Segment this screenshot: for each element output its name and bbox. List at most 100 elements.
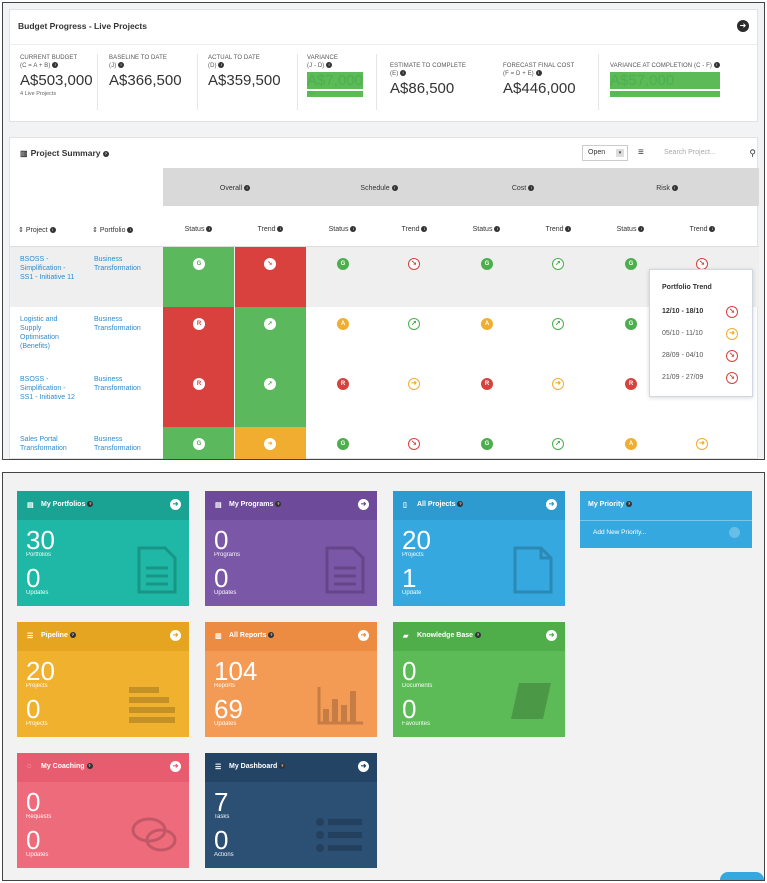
arrow-right-icon[interactable]: ➜: [546, 630, 557, 641]
column-header-portfolio[interactable]: ⇕ Portfolio i: [92, 226, 134, 234]
info-icon[interactable]: i: [118, 62, 125, 69]
info-icon[interactable]: i: [350, 226, 357, 233]
arrow-right-icon[interactable]: ➜: [546, 499, 557, 510]
trend-down-icon[interactable]: ➘: [264, 258, 276, 270]
trend-right-icon[interactable]: ➜: [696, 438, 708, 450]
status-r-icon[interactable]: R: [193, 318, 205, 330]
tile-my-programs[interactable]: ▤ My Programs ? ➜ 0 Programs 0 Updates: [205, 491, 377, 606]
status-r-icon[interactable]: R: [625, 378, 637, 390]
column-header-status: Status i: [163, 226, 234, 233]
arrow-right-icon[interactable]: ➜: [358, 630, 369, 641]
tile-all-reports[interactable]: ▥ All Reports ? ➜ 104 Reports 69 Updates: [205, 622, 377, 737]
tile-header: ▯ All Projects ? ➜: [393, 491, 565, 520]
add-icon[interactable]: [729, 527, 740, 538]
status-g-icon[interactable]: G: [193, 258, 205, 270]
help-icon[interactable]: ?: [275, 501, 282, 508]
tile-pipeline[interactable]: ☰ Pipeline ? ➜ 20 Projects 0 Projects: [17, 622, 189, 737]
trend-up-icon[interactable]: ➚: [264, 378, 276, 390]
info-icon[interactable]: i: [494, 226, 501, 233]
arrow-right-icon[interactable]: ➜: [170, 630, 181, 641]
status-g-icon[interactable]: G: [625, 318, 637, 330]
trend-right-icon[interactable]: ➜: [552, 378, 564, 390]
status-g-icon[interactable]: G: [481, 438, 493, 450]
trend-up-icon[interactable]: ➚: [552, 258, 564, 270]
add-new-priority-link[interactable]: Add New Priority...: [593, 529, 647, 536]
info-icon[interactable]: i: [671, 185, 678, 192]
info-icon[interactable]: i: [391, 185, 398, 192]
info-icon[interactable]: i: [127, 227, 134, 234]
info-icon[interactable]: i: [218, 62, 225, 69]
arrow-right-icon[interactable]: ➜: [737, 20, 749, 32]
status-r-icon[interactable]: R: [481, 378, 493, 390]
tile-my-dashboard[interactable]: ☰ My Dashboard ? ➜ 7 Tasks 0 Actions: [205, 753, 377, 868]
info-icon[interactable]: i: [326, 62, 333, 69]
project-link[interactable]: BSOSS - Simplification - SS1 - Initiativ…: [20, 256, 75, 281]
search-icon[interactable]: ⚲: [749, 148, 756, 158]
info-icon[interactable]: i: [709, 226, 716, 233]
status-a-icon[interactable]: A: [625, 438, 637, 450]
status-g-icon[interactable]: G: [337, 258, 349, 270]
help-icon[interactable]: ?: [86, 763, 93, 770]
tile-my-portfolios[interactable]: ▤ My Portfolios ? ➜ 30 Portfolios 0 Upda…: [17, 491, 189, 606]
info-icon[interactable]: i: [638, 226, 645, 233]
trend-down-icon[interactable]: ➘: [408, 438, 420, 450]
tile-my-coaching[interactable]: ◌ My Coaching ? ➜ 0 Requests 0 Updates: [17, 753, 189, 868]
info-icon[interactable]: i: [535, 70, 542, 77]
tile-all-projects[interactable]: ▯ All Projects ? ➜ 20 Projects 1 Update: [393, 491, 565, 606]
pipeline-bars-icon: [129, 687, 175, 723]
project-link[interactable]: BSOSS - Simplification - SS1 - Initiativ…: [20, 376, 75, 401]
trend-right-icon[interactable]: ➜: [408, 378, 420, 390]
menu-icon[interactable]: ≡: [638, 147, 644, 158]
trend-up-icon[interactable]: ➚: [408, 318, 420, 330]
trend-up-icon[interactable]: ➚: [264, 318, 276, 330]
portfolio-link[interactable]: Business Transformation: [94, 256, 141, 272]
project-link[interactable]: Sales Portal Transformation: [20, 436, 67, 452]
status-g-icon[interactable]: G: [193, 438, 205, 450]
help-icon[interactable]: ?: [279, 763, 286, 770]
info-icon[interactable]: i: [49, 227, 56, 234]
status-r-icon[interactable]: R: [193, 378, 205, 390]
column-header-project[interactable]: ⇕ Project i: [18, 226, 56, 234]
portfolio-link[interactable]: Business Transformation: [94, 376, 141, 392]
status-r-icon[interactable]: R: [337, 378, 349, 390]
help-icon[interactable]: ?: [102, 150, 109, 157]
status-g-icon[interactable]: G: [625, 258, 637, 270]
info-icon[interactable]: i: [713, 62, 720, 69]
info-icon[interactable]: i: [206, 226, 213, 233]
arrow-right-icon[interactable]: ➜: [358, 499, 369, 510]
help-icon[interactable]: ?: [268, 632, 275, 639]
tile-knowledge-base[interactable]: ▰ Knowledge Base ? ➜ 0 Documents 0 Favou…: [393, 622, 565, 737]
status-a-icon[interactable]: A: [337, 318, 349, 330]
trend-right-icon[interactable]: ➜: [264, 438, 276, 450]
help-icon[interactable]: ?: [457, 501, 464, 508]
portfolio-link[interactable]: Business Transformation: [94, 436, 141, 452]
arrow-right-icon[interactable]: ➜: [170, 761, 181, 772]
metric-estimate-to-complete: ESTIMATE TO COMPLETE (E) i A$86,500: [390, 63, 467, 97]
status-g-icon[interactable]: G: [481, 258, 493, 270]
info-icon[interactable]: i: [528, 185, 535, 192]
portfolio-link[interactable]: Business Transformation: [94, 316, 141, 332]
project-link[interactable]: Logistic and Supply Optimisation (Benefi…: [20, 316, 59, 350]
trend-down-icon[interactable]: ➘: [408, 258, 420, 270]
status-g-icon[interactable]: G: [337, 438, 349, 450]
list-icon: ☰: [215, 764, 222, 771]
help-tab[interactable]: [720, 872, 764, 880]
search-project-input[interactable]: Search Project... ⚲: [658, 145, 756, 161]
status-filter-select[interactable]: Open ▾: [582, 145, 628, 161]
info-icon[interactable]: i: [421, 226, 428, 233]
arrow-right-icon[interactable]: ➜: [170, 499, 181, 510]
arrow-right-icon[interactable]: ➜: [358, 761, 369, 772]
info-icon[interactable]: i: [565, 226, 572, 233]
info-icon[interactable]: i: [277, 226, 284, 233]
help-icon[interactable]: ?: [69, 632, 76, 639]
help-icon[interactable]: ?: [474, 632, 481, 639]
info-icon[interactable]: i: [52, 62, 59, 69]
info-icon[interactable]: i: [244, 185, 251, 192]
table-row: BSOSS - Simplification - SS1 - Initiativ…: [10, 367, 759, 427]
info-icon[interactable]: i: [400, 70, 407, 77]
help-icon[interactable]: ?: [626, 501, 633, 508]
status-a-icon[interactable]: A: [481, 318, 493, 330]
help-icon[interactable]: ?: [87, 501, 94, 508]
trend-up-icon[interactable]: ➚: [552, 438, 564, 450]
trend-up-icon[interactable]: ➚: [552, 318, 564, 330]
